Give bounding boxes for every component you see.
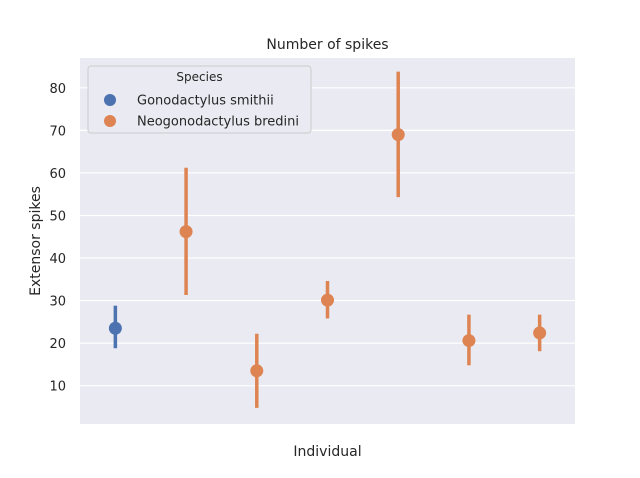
chart-title: Number of spikes bbox=[266, 37, 388, 53]
y-tick-label: 40 bbox=[49, 252, 66, 267]
legend: Species Gonodactylus smithii Neogonodact… bbox=[87, 65, 312, 134]
data-point bbox=[391, 128, 405, 142]
y-tick-label: 20 bbox=[49, 337, 66, 352]
data-point bbox=[108, 321, 122, 335]
x-axis-label: Individual bbox=[293, 444, 361, 460]
legend-title: Species bbox=[176, 70, 222, 84]
data-point bbox=[321, 293, 334, 307]
data-point bbox=[533, 326, 547, 340]
legend-marker-neogonodactylus-bredini bbox=[104, 115, 116, 127]
y-tick-label: 60 bbox=[49, 167, 66, 182]
legend-marker-gonodactylus-smithii bbox=[104, 94, 116, 106]
data-marks bbox=[108, 71, 547, 408]
y-tick-label: 50 bbox=[49, 209, 66, 224]
y-tick-label: 70 bbox=[49, 124, 66, 139]
y-tick-label: 80 bbox=[49, 82, 66, 97]
data-point bbox=[250, 364, 264, 378]
y-tick-labels: 10 20 30 40 50 60 70 80 bbox=[49, 82, 66, 395]
legend-label-neogonodactylus-bredini: Neogonodactylus bredini bbox=[137, 115, 299, 130]
data-point bbox=[462, 334, 476, 348]
legend-label-gonodactylus-smithii: Gonodactylus smithii bbox=[137, 94, 274, 109]
data-point bbox=[179, 225, 193, 239]
legend-frame bbox=[87, 65, 312, 134]
y-tick-label: 10 bbox=[49, 380, 66, 395]
y-axis-label: Extensor spikes bbox=[28, 186, 44, 296]
y-tick-label: 30 bbox=[49, 295, 66, 310]
